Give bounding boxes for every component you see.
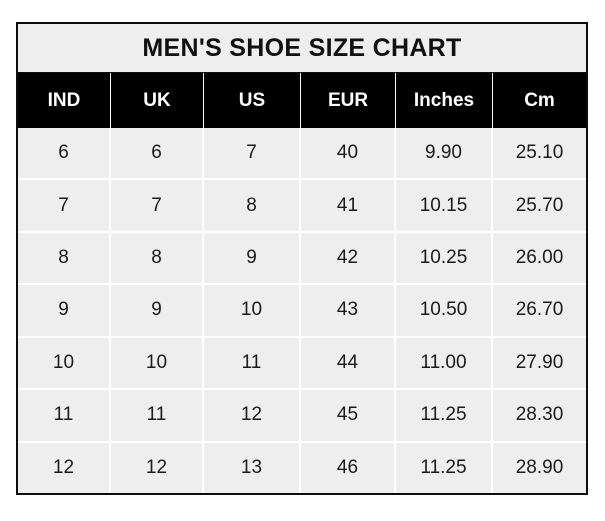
- table-row: 10 10 11 44 11.00 27.90: [18, 335, 586, 389]
- cell-inches: 10.25: [396, 232, 493, 284]
- table-body: 6 6 7 40 9.90 25.10 7 7 8 41 10.15 25.70…: [18, 128, 586, 493]
- cell-uk: 9: [111, 285, 204, 336]
- cell-us: 12: [204, 390, 301, 441]
- cell-us: 13: [204, 442, 301, 493]
- cell-inches: 11.00: [396, 337, 493, 389]
- cell-inches: 11.25: [396, 390, 493, 441]
- cell-cm: 26.70: [493, 285, 586, 336]
- cell-eur: 40: [301, 128, 396, 179]
- cell-uk: 11: [111, 390, 204, 441]
- table-row: 12 12 13 46 11.25 28.90: [18, 440, 586, 493]
- cell-uk: 8: [111, 232, 204, 284]
- cell-uk: 6: [111, 128, 204, 179]
- cell-cm: 25.70: [493, 180, 586, 231]
- table-row: 7 7 8 41 10.15 25.70: [18, 178, 586, 231]
- table-row: 6 6 7 40 9.90 25.10: [18, 128, 586, 179]
- cell-inches: 10.50: [396, 285, 493, 336]
- table-row: 11 11 12 45 11.25 28.30: [18, 388, 586, 441]
- cell-inches: 9.90: [396, 128, 493, 179]
- cell-ind: 7: [18, 180, 111, 231]
- page-title: MEN'S SHOE SIZE CHART: [18, 24, 586, 72]
- cell-ind: 10: [18, 337, 111, 389]
- column-header-ind: IND: [18, 73, 111, 128]
- table-header-row: IND UK US EUR Inches Cm: [18, 72, 586, 128]
- cell-uk: 12: [111, 442, 204, 493]
- cell-eur: 45: [301, 390, 396, 441]
- cell-inches: 11.25: [396, 442, 493, 493]
- cell-cm: 27.90: [493, 337, 586, 389]
- table-row: 9 9 10 43 10.50 26.70: [18, 283, 586, 336]
- cell-inches: 10.15: [396, 180, 493, 231]
- column-header-eur: EUR: [301, 73, 396, 128]
- column-header-cm: Cm: [493, 73, 586, 128]
- cell-us: 8: [204, 180, 301, 231]
- column-header-inches: Inches: [396, 73, 493, 128]
- cell-us: 7: [204, 128, 301, 179]
- cell-ind: 11: [18, 390, 111, 441]
- cell-uk: 10: [111, 337, 204, 389]
- cell-cm: 25.10: [493, 128, 586, 179]
- size-chart-table: MEN'S SHOE SIZE CHART IND UK US EUR Inch…: [16, 22, 588, 495]
- cell-cm: 28.30: [493, 390, 586, 441]
- cell-eur: 44: [301, 337, 396, 389]
- cell-ind: 8: [18, 232, 111, 284]
- column-header-uk: UK: [111, 73, 204, 128]
- cell-ind: 6: [18, 128, 111, 179]
- cell-us: 10: [204, 285, 301, 336]
- cell-ind: 9: [18, 285, 111, 336]
- cell-us: 11: [204, 337, 301, 389]
- cell-ind: 12: [18, 442, 111, 493]
- cell-cm: 28.90: [493, 442, 586, 493]
- cell-uk: 7: [111, 180, 204, 231]
- table-row: 8 8 9 42 10.25 26.00: [18, 230, 586, 284]
- cell-us: 9: [204, 232, 301, 284]
- cell-cm: 26.00: [493, 232, 586, 284]
- column-header-us: US: [204, 73, 301, 128]
- cell-eur: 41: [301, 180, 396, 231]
- cell-eur: 43: [301, 285, 396, 336]
- cell-eur: 42: [301, 232, 396, 284]
- cell-eur: 46: [301, 442, 396, 493]
